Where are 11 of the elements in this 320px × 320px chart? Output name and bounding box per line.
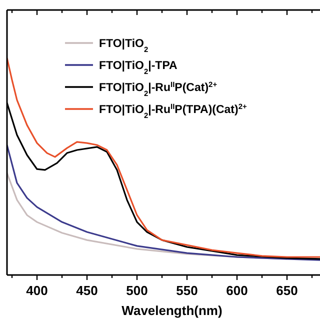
x-tick-label: 550	[176, 283, 198, 298]
x-tick-label: 650	[276, 283, 298, 298]
legend-label: FTO|TiO$_{2}$|-Ru$^{II}$P(TPA)(Cat)$^{2+}$	[99, 102, 248, 120]
legend-label: FTO|TiO$_{2}$|-Ru$^{II}$P(Cat)$^{2+}$	[99, 80, 218, 98]
x-axis-title: Wavelength(nm)	[122, 303, 222, 318]
legend-label: FTO|TiO$_{2}$	[99, 38, 148, 54]
x-tick-label: 500	[126, 283, 148, 298]
x-tick-label: 400	[26, 283, 48, 298]
x-tick-label: 600	[226, 283, 248, 298]
x-tick-label: 450	[76, 283, 98, 298]
legend-label: FTO|TiO$_{2}$|-TPA	[99, 60, 178, 76]
